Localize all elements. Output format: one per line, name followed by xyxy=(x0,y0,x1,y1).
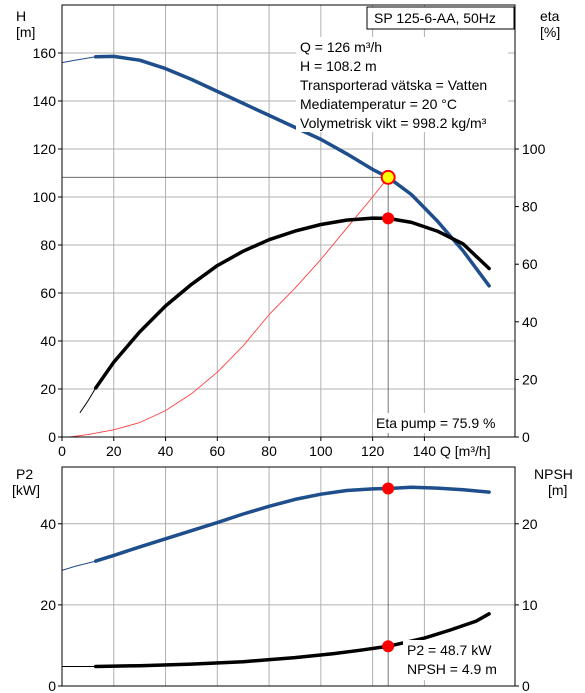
system-curve-line xyxy=(69,176,389,438)
top-y2-tick-label: 40 xyxy=(522,314,538,330)
top-y-tick-label: 60 xyxy=(40,285,56,301)
top-x-tick-label: 120 xyxy=(361,443,385,459)
bottom-y2-tick-label: 20 xyxy=(522,516,538,532)
duty-point-efficiency-marker xyxy=(382,212,395,225)
top-y-tick-label: 0 xyxy=(48,429,56,445)
top-y2-tick-label: 100 xyxy=(522,141,546,157)
power-curve-extension-line xyxy=(61,560,97,571)
y-axis-label-line2: [m] xyxy=(16,24,35,40)
top-x-tick-label: 60 xyxy=(210,443,226,459)
eta-label-box xyxy=(373,413,506,433)
y-axis-label-line1: H xyxy=(16,8,26,24)
top-plot-frame xyxy=(61,4,516,438)
npsh-curve-line xyxy=(93,612,491,669)
power-curve-line xyxy=(93,485,491,563)
top-y-tick-label: 100 xyxy=(33,189,57,205)
npsh-axis-label-line1: NPSH xyxy=(534,466,573,482)
top-y-tick-label: 160 xyxy=(33,45,57,61)
top-y-tick-label: 20 xyxy=(40,381,56,397)
bottom-y-tick-label: 20 xyxy=(40,597,56,613)
info-box xyxy=(296,37,508,132)
top-y-tick-label: 40 xyxy=(40,333,56,349)
bottom-info-box xyxy=(403,640,509,680)
top-x-tick-label: 80 xyxy=(261,443,277,459)
top-x-tick-label: 0 xyxy=(58,443,66,459)
bottom-y-tick-label: 0 xyxy=(48,678,56,693)
efficiency-curve-extension-line xyxy=(79,387,97,413)
info-line-head: H = 108.2 m xyxy=(300,58,377,74)
top-y2-tick-label: 20 xyxy=(522,371,538,387)
duty-point-markers xyxy=(380,169,396,653)
top-x-tick-label: 40 xyxy=(158,443,174,459)
bottom-y2-tick-label: 0 xyxy=(522,678,530,693)
bottom-y-tick-label: 40 xyxy=(40,516,56,532)
info-line-p2: P2 = 48.7 kW xyxy=(407,642,492,658)
duty-point-power-marker xyxy=(382,482,395,495)
x-axis-label: Q [m³/h] xyxy=(440,443,491,459)
p2-axis-label-line2: [kW] xyxy=(12,482,40,498)
top-chart-tick-labels: 0 20 40 60 80 100 120 140 160 0 20 40 60 80 100 0 20 40 60… xyxy=(33,45,546,459)
chart-title: SP 125-6-AA, 50Hz xyxy=(374,10,496,26)
chart-title-box xyxy=(366,6,515,30)
head-curve-line xyxy=(93,54,491,288)
top-y2-tick-label: 0 xyxy=(522,429,530,445)
top-chart-series xyxy=(61,54,491,438)
bottom-y2-tick-label: 10 xyxy=(522,597,538,613)
top-y2-tick-label: 60 xyxy=(522,256,538,272)
top-x-tick-label: 20 xyxy=(106,443,122,459)
info-line-density: Volymetrisk vikt = 998.2 kg/m³ xyxy=(300,115,487,131)
top-y-tick-label: 80 xyxy=(40,237,56,253)
top-x-tick-label: 100 xyxy=(309,443,333,459)
info-line-flow: Q = 126 m³/h xyxy=(300,39,382,55)
info-line-npsh: NPSH = 4.9 m xyxy=(407,661,497,677)
duty-point-npsh-marker xyxy=(382,640,395,653)
info-line-temperature: Mediatemperatur = 20 °C xyxy=(300,96,457,112)
info-line-liquid: Transporterad vätska = Vatten xyxy=(300,77,487,93)
eta-pump-label: Eta pump = 75.9 % xyxy=(376,415,495,431)
npsh-axis-label-line2: [m] xyxy=(548,482,567,498)
top-y-tick-label: 120 xyxy=(33,141,57,157)
bottom-chart-tick-labels: 0 20 40 0 10 20 xyxy=(40,516,537,693)
top-y2-tick-label: 80 xyxy=(522,199,538,215)
y2-axis-label-line1: eta xyxy=(540,8,560,24)
bottom-plot-frame xyxy=(61,466,516,687)
top-y-tick-label: 140 xyxy=(33,93,57,109)
duty-point-head-marker xyxy=(380,169,396,185)
p2-axis-label-line1: P2 xyxy=(16,466,33,482)
efficiency-curve-line xyxy=(93,216,491,390)
y2-axis-label-line2: [%] xyxy=(540,24,560,40)
head-curve-extension-line xyxy=(61,56,97,64)
top-x-tick-label: 140 xyxy=(413,443,437,459)
